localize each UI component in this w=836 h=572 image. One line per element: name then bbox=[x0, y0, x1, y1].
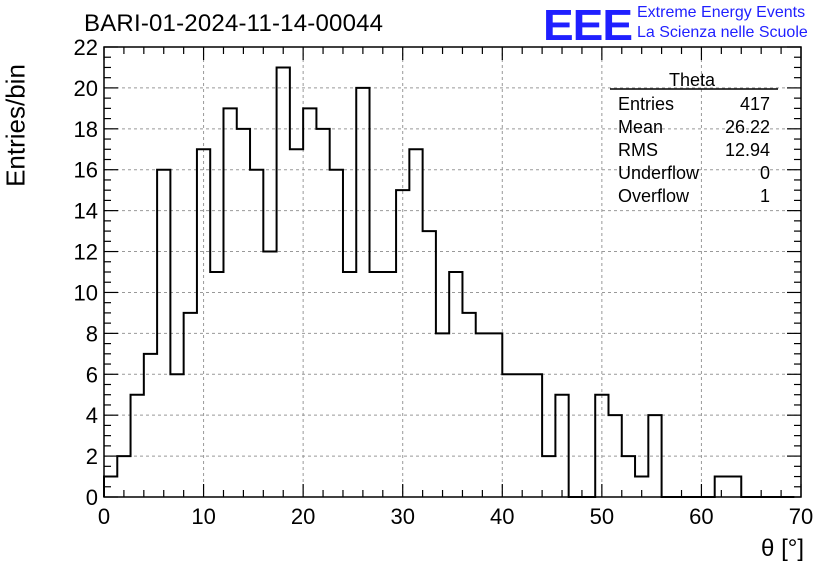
x-tick-label: 20 bbox=[291, 504, 315, 529]
stats-label-mean: Mean bbox=[618, 117, 663, 137]
stats-label-rms: RMS bbox=[618, 140, 658, 160]
y-tick-label: 6 bbox=[86, 362, 98, 387]
grid-lines bbox=[104, 47, 801, 497]
x-tick-label: 0 bbox=[98, 504, 110, 529]
y-tick-label: 2 bbox=[86, 444, 98, 469]
y-tick-label: 18 bbox=[74, 117, 98, 142]
eee-logo: EEE bbox=[543, 0, 633, 50]
stats-value-entries: 417 bbox=[740, 94, 770, 114]
x-axis-label: θ [°] bbox=[761, 535, 804, 562]
stats-label-underflow: Underflow bbox=[618, 163, 700, 183]
x-tick-labels: 0 10 20 30 40 50 60 70 bbox=[98, 504, 813, 529]
y-tick-label: 14 bbox=[74, 199, 98, 224]
stats-value-rms: 12.94 bbox=[725, 140, 770, 160]
stats-box: Theta Entries 417 Mean 26.22 RMS 12.94 U… bbox=[610, 70, 778, 206]
y-tick-label: 8 bbox=[86, 321, 98, 346]
chart-title: BARI-01-2024-11-14-00044 bbox=[84, 10, 384, 37]
stats-box-name: Theta bbox=[669, 70, 716, 90]
y-tick-label: 20 bbox=[74, 76, 98, 101]
x-tick-label: 40 bbox=[490, 504, 514, 529]
y-tick-labels: 0 2 4 6 8 10 12 14 16 18 20 22 bbox=[74, 35, 98, 510]
y-tick-label: 22 bbox=[74, 35, 98, 60]
stats-value-underflow: 0 bbox=[760, 163, 770, 183]
y-tick-label: 4 bbox=[86, 403, 98, 428]
x-tick-label: 10 bbox=[191, 504, 215, 529]
stats-value-overflow: 1 bbox=[760, 186, 770, 206]
x-tick-label: 50 bbox=[590, 504, 614, 529]
stats-label-overflow: Overflow bbox=[618, 186, 690, 206]
y-axis-label: Entries/bin bbox=[0, 64, 31, 187]
axis-ticks bbox=[103, 46, 802, 498]
logo-line-1: Extreme Energy Events bbox=[637, 4, 806, 21]
x-tick-label: 30 bbox=[390, 504, 414, 529]
y-tick-label: 12 bbox=[74, 240, 98, 265]
stats-label-entries: Entries bbox=[618, 94, 674, 114]
y-tick-label: 10 bbox=[74, 280, 98, 305]
x-tick-label: 60 bbox=[689, 504, 713, 529]
logo-line-2: La Scienza nelle Scuole bbox=[637, 24, 808, 41]
stats-value-mean: 26.22 bbox=[725, 117, 770, 137]
y-tick-label: 0 bbox=[86, 485, 98, 510]
x-tick-label: 70 bbox=[789, 504, 813, 529]
y-tick-label: 16 bbox=[74, 158, 98, 183]
histogram-outline bbox=[103, 66, 795, 498]
